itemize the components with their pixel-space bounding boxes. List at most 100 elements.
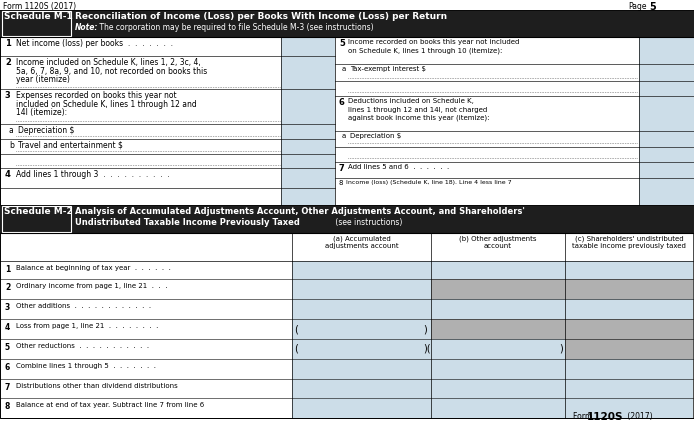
Bar	[281, 168, 335, 188]
Bar	[639, 64, 694, 81]
Text: Reconciliation of Income (Loss) per Books With Income (Loss) per Return: Reconciliation of Income (Loss) per Book…	[76, 12, 447, 21]
Bar	[565, 299, 693, 319]
Text: year (itemize): year (itemize)	[16, 75, 70, 84]
Text: 3: 3	[5, 303, 10, 312]
Text: Deductions included on Schedule K,: Deductions included on Schedule K,	[348, 98, 474, 104]
Bar	[565, 261, 693, 279]
Text: Form 1120S (2017): Form 1120S (2017)	[3, 2, 76, 11]
Bar	[293, 379, 431, 399]
Text: 5: 5	[5, 343, 10, 352]
Bar	[639, 179, 694, 205]
Text: 6: 6	[5, 363, 10, 372]
Text: 8: 8	[5, 402, 10, 411]
Text: 4: 4	[5, 323, 10, 332]
Text: 1120S: 1120S	[587, 412, 623, 422]
Bar	[431, 339, 565, 359]
Text: Add lines 1 through 3  .  .  .  .  .  .  .  .  .  .: Add lines 1 through 3 . . . . . . . . . …	[16, 170, 169, 179]
Text: on Schedule K, lines 1 through 10 (itemize):: on Schedule K, lines 1 through 10 (itemi…	[348, 47, 503, 53]
Text: Undistributed Taxable Income Previously Taxed: Undistributed Taxable Income Previously …	[76, 218, 300, 227]
Bar	[2, 206, 71, 232]
Bar	[431, 319, 565, 339]
Text: Schedule M-2: Schedule M-2	[4, 207, 73, 216]
Text: 1: 1	[5, 39, 10, 47]
Text: (c) Shareholders' undistributed
taxable income previously taxed: (c) Shareholders' undistributed taxable …	[572, 236, 686, 249]
Text: 5a, 6, 7, 8a, 9, and 10, not recorded on books this: 5a, 6, 7, 8a, 9, and 10, not recorded on…	[16, 67, 207, 76]
Text: Balance at end of tax year. Subtract line 7 from line 6: Balance at end of tax year. Subtract lin…	[16, 402, 204, 408]
Bar	[565, 359, 693, 379]
Text: Tax-exempt interest $: Tax-exempt interest $	[350, 67, 426, 73]
Bar	[639, 36, 694, 64]
Bar	[431, 359, 565, 379]
Text: (2017): (2017)	[625, 412, 653, 421]
Text: a: a	[9, 126, 14, 135]
Text: 1: 1	[5, 265, 10, 273]
Bar	[639, 131, 694, 147]
Bar	[431, 399, 565, 418]
Bar	[293, 299, 431, 319]
Text: lines 1 through 12 and 14l, not charged: lines 1 through 12 and 14l, not charged	[348, 106, 487, 112]
Text: Ordinary income from page 1, line 21  .  .  .: Ordinary income from page 1, line 21 . .…	[16, 283, 167, 290]
Bar	[293, 279, 431, 299]
Text: Income included on Schedule K, lines 1, 2, 3c, 4,: Income included on Schedule K, lines 1, …	[16, 59, 201, 67]
Text: Distributions other than dividend distributions: Distributions other than dividend distri…	[16, 382, 178, 388]
Text: Other additions  .  .  .  .  .  .  .  .  .  .  .  .: Other additions . . . . . . . . . . . .	[16, 303, 151, 309]
Text: a: a	[342, 133, 346, 139]
Bar	[565, 279, 693, 299]
Bar	[639, 81, 694, 96]
Text: b: b	[9, 141, 14, 150]
Text: 7: 7	[5, 382, 10, 391]
Text: 6: 6	[339, 98, 345, 107]
Text: Balance at beginning of tax year  .  .  .  .  .  .: Balance at beginning of tax year . . . .…	[16, 265, 171, 271]
Bar	[565, 399, 693, 418]
Text: 5: 5	[649, 2, 656, 12]
Text: ): )	[559, 344, 563, 354]
Text: against book income this year (itemize):: against book income this year (itemize):	[348, 115, 489, 121]
Text: Combine lines 1 through 5  .  .  .  .  .  .  .: Combine lines 1 through 5 . . . . . . .	[16, 363, 156, 369]
Bar	[281, 139, 335, 153]
Bar	[281, 153, 335, 168]
Bar	[293, 399, 431, 418]
Text: Income (loss) (Schedule K, line 18). Line 4 less line 7: Income (loss) (Schedule K, line 18). Lin…	[346, 180, 512, 185]
Text: (: (	[295, 324, 298, 334]
Text: 5: 5	[339, 39, 345, 47]
Bar	[281, 56, 335, 89]
Text: Analysis of Accumulated Adjustments Account, Other Adjustments Account, and Shar: Analysis of Accumulated Adjustments Acco…	[76, 207, 525, 216]
Text: (b) Other adjustments
account: (b) Other adjustments account	[459, 236, 537, 249]
Bar	[431, 379, 565, 399]
Bar	[0, 233, 694, 418]
Text: Expenses recorded on books this year not: Expenses recorded on books this year not	[16, 91, 176, 100]
Text: 14l (itemize):: 14l (itemize):	[16, 108, 67, 117]
Bar	[293, 261, 431, 279]
Text: Page: Page	[629, 2, 647, 11]
Text: 3: 3	[5, 91, 10, 100]
Bar	[565, 339, 693, 359]
Text: )(: )(	[424, 344, 431, 354]
Bar	[639, 162, 694, 179]
Bar	[281, 36, 335, 56]
Text: The corporation may be required to file Schedule M-3 (see instructions): The corporation may be required to file …	[97, 23, 374, 32]
Text: Note:: Note:	[76, 23, 99, 32]
Text: 2: 2	[5, 59, 10, 67]
Bar	[293, 339, 431, 359]
Text: Depreciation $: Depreciation $	[18, 126, 74, 135]
Text: 7: 7	[339, 164, 344, 173]
Bar	[2, 11, 71, 36]
Bar	[0, 205, 694, 233]
Text: Loss from page 1, line 21  .  .  .  .  .  .  .  .: Loss from page 1, line 21 . . . . . . . …	[16, 323, 158, 329]
Bar	[281, 89, 335, 124]
Text: Income recorded on books this year not included: Income recorded on books this year not i…	[348, 39, 519, 45]
Text: Depreciation $: Depreciation $	[350, 133, 401, 139]
Text: Schedule M-1: Schedule M-1	[4, 12, 73, 21]
Text: included on Schedule K, lines 1 through 12 and: included on Schedule K, lines 1 through …	[16, 100, 197, 109]
Text: Travel and entertainment $: Travel and entertainment $	[18, 141, 122, 150]
Bar	[639, 147, 694, 162]
Bar	[0, 10, 694, 36]
Text: ): )	[424, 324, 427, 334]
Text: Net income (loss) per books  .  .  .  .  .  .  .: Net income (loss) per books . . . . . . …	[16, 39, 173, 47]
Text: a: a	[342, 67, 346, 73]
Text: Other reductions  .  .  .  .  .  .  .  .  .  .  .: Other reductions . . . . . . . . . . .	[16, 343, 149, 349]
Text: Add lines 5 and 6  .  .  .  .  .  .: Add lines 5 and 6 . . . . . .	[348, 164, 449, 170]
Bar	[565, 379, 693, 399]
Bar	[281, 124, 335, 139]
Bar	[293, 319, 431, 339]
